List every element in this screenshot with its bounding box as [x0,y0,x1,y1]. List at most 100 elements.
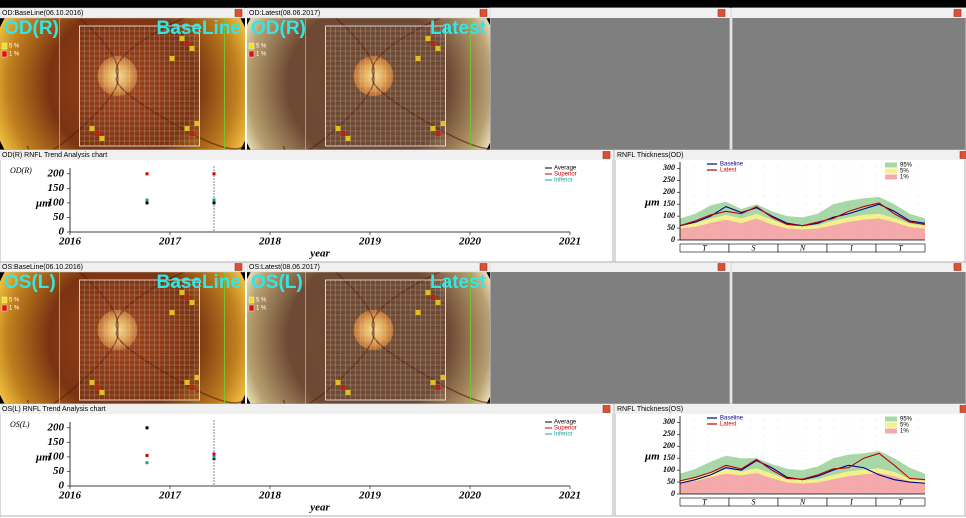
eye-label: OS(L) [251,272,303,293]
norm-band [680,218,925,240]
panel-header [732,262,966,272]
chart-panel [614,403,966,517]
panel-header [0,150,613,160]
deviation-cell [440,121,446,126]
legend-label: 1 % [9,306,20,312]
y-axis-label: μm [644,197,660,209]
y-tick-label: 0 [59,480,65,492]
sector-label: T [898,243,903,252]
sector-cell [875,243,926,253]
close-button[interactable] [959,405,966,413]
deviation-cell [340,385,346,390]
x-tick-label: 2017 [158,490,182,502]
close-button[interactable] [953,263,962,271]
data-point [212,455,216,459]
legend-swatch [1,50,8,58]
deviation-cell [94,385,100,390]
legend-swatch [1,304,8,312]
deviation-cell [184,41,190,46]
y-tick-label: 50 [667,223,675,232]
y-tick-label: 200 [662,187,675,196]
legend-swatch [885,422,897,428]
close-button[interactable] [602,151,611,159]
vessel [334,18,375,77]
legend-label: Latest [720,422,737,428]
legend-swatch [885,174,897,180]
deviation-cell [425,36,431,41]
x-tick-label: 2021 [558,490,581,502]
image-area [247,272,490,404]
legend-label: Baseline [720,416,744,422]
deviation-cell [430,295,436,300]
close-button[interactable] [234,263,243,271]
y-tick-label: 100 [663,211,675,220]
empty-panel [731,7,966,151]
sector-label: S [752,497,756,506]
x-tick-label: 2018 [258,490,282,502]
sector-cell [875,497,926,507]
image-area [247,18,490,150]
status-label: BaseLine [157,18,241,39]
x-tick-label: 2020 [458,236,482,248]
panel-header [0,7,246,19]
legend-swatch [885,416,897,422]
panel-title: OS:Latest(08.06.2017) [249,264,320,271]
vessel [78,272,119,331]
close-button[interactable] [479,263,488,271]
legend-label: 95% [900,163,913,169]
legend-label: 1 % [256,52,267,58]
deviation-cell [425,290,431,295]
legend-swatch [885,168,897,174]
status-label: Latest [430,272,487,293]
deviation-cell [184,126,190,131]
panel-title: OS:BaseLine(06.10.2016) [2,264,83,271]
data-point [145,198,149,202]
data-point [145,461,149,465]
panel-header [246,7,491,19]
deviation-cell [189,300,195,305]
vessel [371,18,442,77]
deviation-cell [415,56,421,61]
status-label: BaseLine [157,272,241,293]
close-button[interactable] [717,263,726,271]
deviation-cell [345,390,351,395]
panel-header [490,262,730,272]
close-button[interactable] [959,151,966,159]
close-button[interactable] [234,9,243,17]
y-tick-label: 0 [671,489,675,498]
grid-border [325,25,446,147]
close-button[interactable] [953,9,962,17]
vessel [26,329,119,404]
thickness-line [679,202,926,227]
sector-label: T [898,497,903,506]
y-tick-label: 150 [48,436,65,448]
y-axis-label: μm [35,198,51,210]
deviation-cell [435,131,441,136]
sector-label: T [702,243,707,252]
close-button[interactable] [717,9,726,17]
close-button[interactable] [602,405,611,413]
data-point [212,172,216,176]
legend-label: 1 % [256,306,267,312]
image-area [0,272,245,404]
y-tick-label: 100 [663,465,675,474]
legend-swatch [248,296,255,304]
data-point [212,452,216,456]
x-axis-label: year [308,248,330,260]
sector-label: T [702,497,707,506]
vessel [78,18,119,77]
deviation-cell [340,131,346,136]
empty-panel [731,261,966,405]
y-tick-label: 200 [47,421,65,433]
legend-label: Inferior [554,432,573,438]
deviation-cell [89,380,95,385]
deviation-cell [179,36,185,41]
eye-label: OD(R) [10,166,32,175]
panel-header [0,404,613,414]
close-button[interactable] [479,9,488,17]
y-axis-label: μm [35,452,51,464]
eye-label: OS(L) [10,420,30,429]
x-axis-label: year [308,502,330,514]
x-tick-label: 2020 [458,490,482,502]
legend-label: 5 % [9,298,20,304]
